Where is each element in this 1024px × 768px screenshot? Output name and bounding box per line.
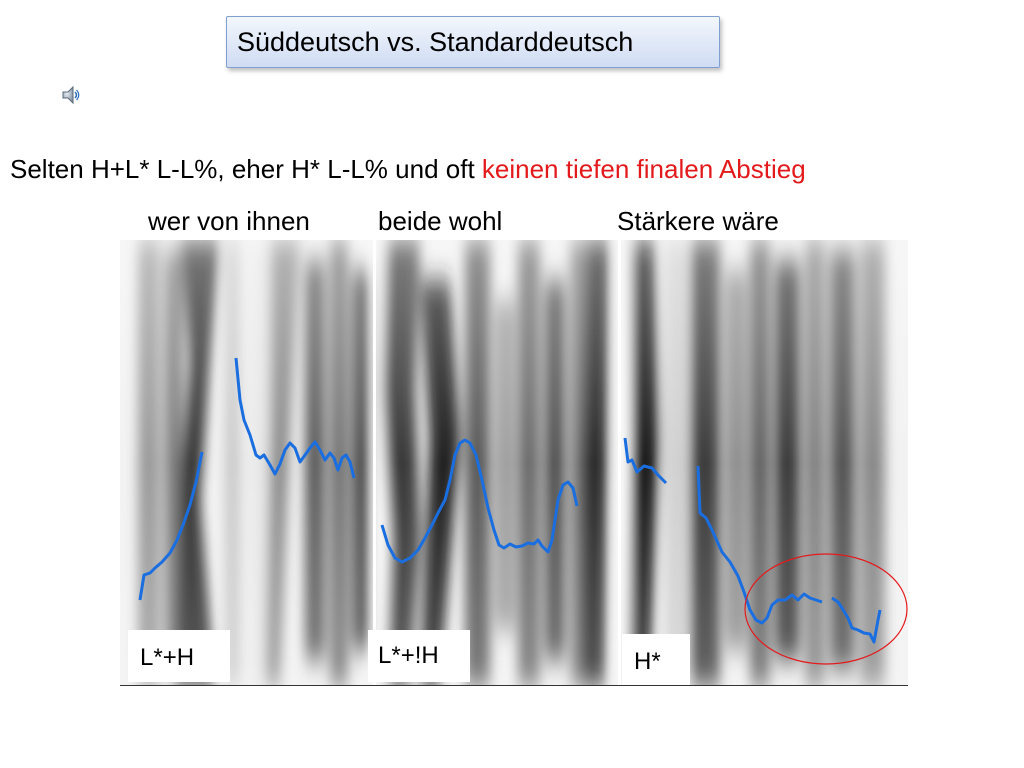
subtitle: Selten H+L* L-L%, eher H* L-L% und oft k… [10, 154, 806, 185]
word-label-3: Stärkere wäre [617, 206, 779, 236]
word-label-1: wer von ihnen [148, 206, 310, 236]
subtitle-highlight: keinen tiefen finalen Abstieg [481, 154, 806, 184]
pitch-track-6 [831, 596, 882, 644]
pitch-track-4 [623, 437, 668, 485]
highlight-circle [744, 553, 908, 665]
spectrogram [120, 240, 908, 686]
pitch-track-5 [696, 465, 823, 625]
tone-label-1: L*+H [128, 630, 230, 682]
pitch-track-3 [380, 438, 579, 564]
baseline [120, 685, 908, 686]
pitch-track-2 [234, 357, 356, 479]
tone-label-3: H* [622, 634, 690, 686]
word-label-2: beide wohl [378, 206, 503, 236]
subtitle-text: Selten H+L* L-L%, eher H* L-L% und oft [10, 154, 482, 184]
title-box: Süddeutsch vs. Standarddeutsch [226, 16, 720, 68]
speaker-icon[interactable] [60, 84, 82, 106]
pitch-track-1 [138, 451, 204, 601]
slide-title: Süddeutsch vs. Standarddeutsch [237, 27, 634, 57]
tone-label-2: L*+!H [368, 630, 470, 682]
